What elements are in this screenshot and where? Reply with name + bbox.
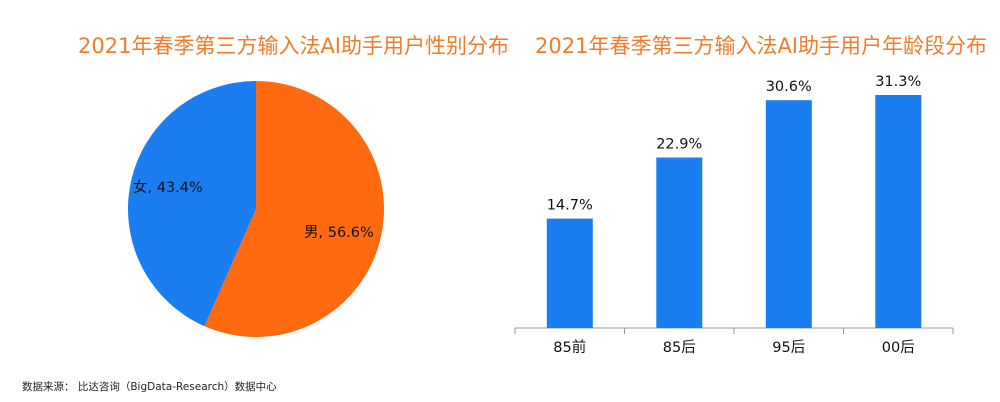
bar-value-label: 14.7% [547, 198, 593, 214]
bar-value-label: 22.9% [656, 137, 702, 153]
pie-slice-female [128, 81, 256, 327]
bar-value-label: 31.3% [875, 74, 921, 90]
data-source-note: 数据来源： 比达咨询（BigData-Research）数据中心 [22, 381, 277, 393]
bar-00后 [875, 95, 922, 328]
bar-85后 [656, 157, 703, 328]
bar-85前 [546, 218, 593, 328]
gender-chart-title: 2021年春季第三方输入法AI助手用户性别分布 [78, 34, 510, 58]
x-tick-label: 85前 [553, 339, 586, 356]
x-tick-label: 95后 [772, 339, 805, 356]
pie-label-male: 男, 56.6% [304, 225, 374, 241]
x-tick-label: 00后 [882, 339, 915, 356]
bar-value-label: 30.6% [766, 79, 812, 95]
pie-slice-male [204, 81, 385, 337]
pie-label-female: 女, 43.4% [133, 178, 203, 196]
age-chart-title: 2021年春季第三方输入法AI助手用户年龄段分布 [535, 34, 988, 58]
bar-95后 [765, 100, 812, 328]
x-tick-label: 85后 [663, 339, 696, 356]
